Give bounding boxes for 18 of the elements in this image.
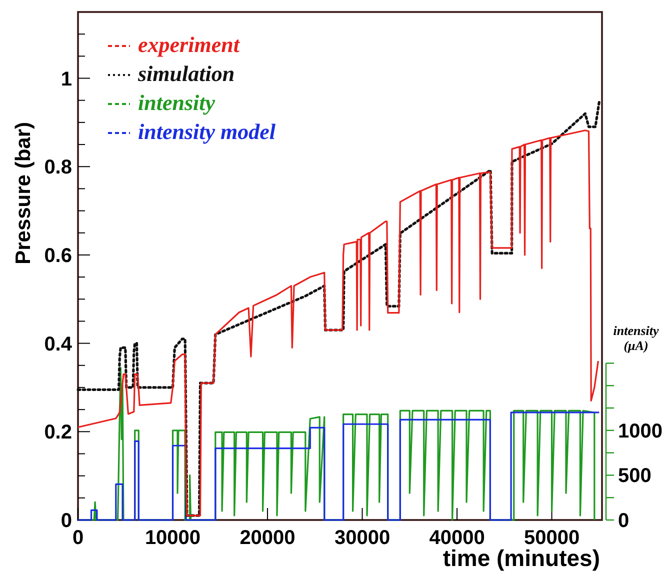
y-tick-label: 0.4 bbox=[44, 333, 73, 356]
y2-tick-label: 0 bbox=[618, 510, 630, 532]
legend-label: experiment bbox=[138, 32, 240, 57]
y-tick-label: 0 bbox=[60, 510, 72, 532]
y-tick-label: 0.6 bbox=[44, 244, 72, 267]
y-axis-title: Pressure (bar) bbox=[12, 122, 35, 264]
x-tick-label: 10000 bbox=[144, 527, 201, 549]
legend-label: simulation bbox=[137, 61, 235, 86]
y2-tick-label: 1000 bbox=[618, 420, 662, 442]
x-tick-label: 30000 bbox=[334, 527, 390, 549]
legend-label: intensity model bbox=[138, 119, 276, 144]
y2-axis-title: intensity (μA) bbox=[613, 323, 659, 354]
y-tick-label: 1 bbox=[60, 68, 72, 90]
y2-tick-label: 500 bbox=[618, 465, 652, 488]
y-tick-label: 0.2 bbox=[44, 422, 72, 444]
y-tick-label: 0.8 bbox=[44, 156, 72, 179]
x-tick-label: 20000 bbox=[240, 527, 296, 549]
legend-label: intensity bbox=[138, 90, 216, 115]
